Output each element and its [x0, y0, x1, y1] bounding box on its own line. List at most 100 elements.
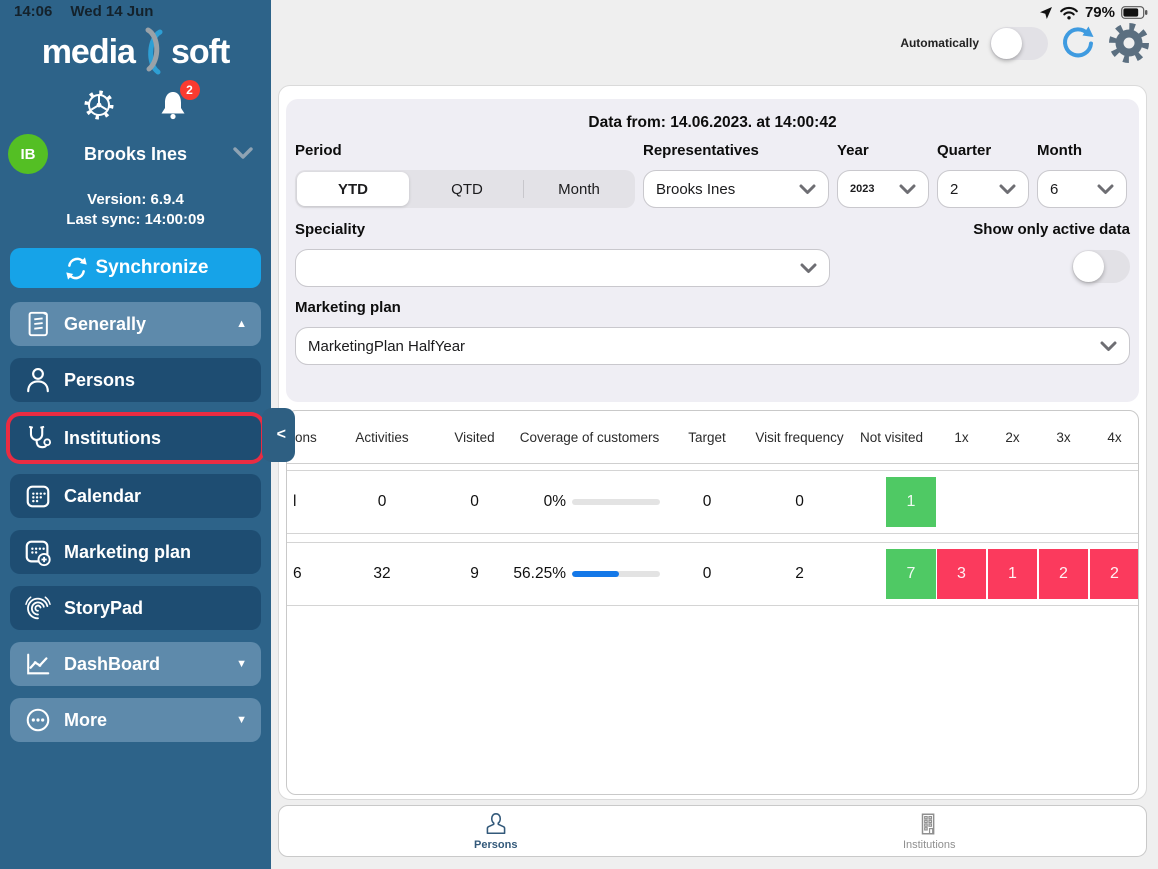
chevron-down-icon — [1100, 341, 1117, 351]
segment-qtd[interactable]: QTD — [451, 180, 483, 198]
segment-month[interactable]: Month — [523, 170, 635, 208]
table-header: ons Activities Visited Coverage of custo… — [287, 411, 1138, 464]
x1-badge: 3 — [937, 549, 986, 599]
cell-coverage: 56.25% — [513, 565, 662, 583]
top-controls: Automatically — [900, 22, 1150, 64]
bottom-tab-bar: Persons Institutions — [278, 805, 1147, 857]
app-version: Version: 6.9.4 — [87, 191, 184, 208]
results-table: ons Activities Visited Coverage of custo… — [286, 410, 1139, 795]
x3-badge: 2 — [1039, 549, 1088, 599]
sidebar-item-generally[interactable]: Generally ▲ — [10, 302, 261, 346]
speciality-select[interactable] — [295, 249, 830, 287]
sidebar-item-label: DashBoard — [64, 653, 161, 674]
table-row[interactable]: 6 32 9 56.25% 0 2 7 3 1 2 2 — [287, 542, 1138, 606]
sidebar-item-label: Generally — [64, 313, 147, 334]
sidebar-item-label: StoryPad — [64, 597, 144, 618]
content-panel: Data from: 14.06.2023. at 14:00:42 Perio… — [278, 85, 1147, 800]
show-only-active-toggle[interactable] — [1072, 250, 1130, 283]
coverage-percent: 0% — [543, 493, 566, 510]
marketing-plan-select[interactable]: MarketingPlan HalfYear — [295, 327, 1130, 365]
sidebar-item-storypad[interactable]: StoryPad — [10, 586, 261, 630]
coverage-progress-bar — [572, 571, 660, 577]
journal-icon — [22, 308, 54, 340]
tab-label: Persons — [474, 839, 518, 851]
user-name: Brooks Ines — [83, 143, 188, 164]
sidebar-item-label: Marketing plan — [64, 541, 192, 562]
cell-visit-frequency: 0 — [795, 493, 804, 510]
table-header-cell: 1x — [954, 429, 969, 445]
calendar-plus-icon — [22, 536, 54, 568]
sidebar-item-marketing-plan[interactable]: Marketing plan — [10, 530, 261, 574]
year-label: Year — [837, 142, 869, 159]
calendar-icon — [22, 480, 54, 512]
synchronize-button[interactable]: Synchronize — [10, 248, 261, 288]
table-header-cell: Coverage of customers — [519, 429, 660, 445]
tab-persons[interactable]: Persons — [279, 806, 713, 856]
marketing-plan-label: Marketing plan — [295, 299, 401, 316]
line-chart-icon — [22, 648, 54, 680]
sidebar-item-persons[interactable]: Persons — [10, 358, 261, 402]
table-header-cell: ons — [295, 429, 317, 445]
triangle-up-icon: ▲ — [236, 318, 247, 330]
speciality-label: Speciality — [295, 221, 366, 238]
sidebar-icon-row: 2 — [0, 80, 271, 122]
table-header-cell: Visit frequency — [755, 429, 844, 445]
sidebar-item-institutions[interactable]: Institutions — [10, 416, 261, 460]
table-row[interactable]: l 0 0 0% 0 0 1 — [287, 470, 1138, 534]
logo-mark-icon — [145, 27, 163, 75]
table-header-cell: 3x — [1056, 429, 1071, 445]
toggle-knob — [991, 27, 1022, 59]
sidebar-item-dashboard[interactable]: DashBoard ▼ — [10, 642, 261, 686]
x4-badge: 2 — [1090, 549, 1138, 599]
notifications-bell-icon[interactable]: 2 — [156, 80, 200, 122]
not-visited-badge: 7 — [886, 549, 936, 599]
cell-1x: 3 — [936, 549, 987, 599]
cell-2x: 1 — [987, 549, 1038, 599]
table-header-cell: Not visited — [859, 429, 924, 445]
cell-target: 0 — [702, 493, 712, 510]
period-label: Period — [295, 142, 342, 159]
cell-coverage: 0% — [517, 493, 662, 511]
settings-gear-icon[interactable] — [1108, 22, 1150, 64]
year-select[interactable]: 2023 — [837, 170, 929, 208]
sidebar-item-calendar[interactable]: Calendar — [10, 474, 261, 518]
automatically-toggle[interactable] — [990, 26, 1048, 60]
main-area: 79% Automatically Data from: 14.06.2023.… — [271, 0, 1158, 869]
table-header-cell: Activities — [355, 429, 409, 445]
sidebar: 14:06 Wed 14 Jun media soft 2 — [0, 0, 271, 869]
cell-not-visited: 1 — [847, 477, 936, 527]
segment-ytd[interactable]: YTD — [297, 172, 409, 206]
sidebar-item-more[interactable]: More ▼ — [10, 698, 261, 742]
wifi-icon — [1060, 6, 1078, 19]
table-header-cell: Target — [688, 429, 726, 445]
settings-gear-icon[interactable] — [82, 88, 116, 122]
battery-icon — [1121, 6, 1148, 19]
cell-target: 0 — [702, 565, 712, 582]
month-value: 6 — [1050, 180, 1059, 198]
status-bar-right: 79% — [1039, 4, 1148, 21]
representatives-value: Brooks Ines — [656, 180, 736, 198]
month-select[interactable]: 6 — [1037, 170, 1127, 208]
table-header-cell: Visited — [454, 429, 495, 445]
cell-3x: 2 — [1038, 549, 1089, 599]
quarter-select[interactable]: 2 — [937, 170, 1029, 208]
cell-not-visited: 7 — [847, 549, 936, 599]
status-time: 14:06 — [14, 3, 53, 20]
marketing-plan-value: MarketingPlan HalfYear — [308, 337, 466, 355]
sidebar-collapse-handle[interactable]: < — [262, 408, 295, 462]
ellipsis-icon — [22, 704, 54, 736]
coverage-percent: 56.25% — [513, 565, 566, 582]
logo-text-left: media — [41, 32, 136, 71]
stethoscope-icon — [22, 422, 54, 454]
refresh-icon[interactable] — [1059, 24, 1097, 62]
show-only-active-label: Show only active data — [973, 221, 1130, 238]
synchronize-label: Synchronize — [95, 257, 209, 278]
fingerprint-icon — [22, 592, 54, 624]
tab-institutions[interactable]: Institutions — [713, 806, 1147, 856]
user-row[interactable]: IB Brooks Ines — [0, 133, 271, 175]
building-icon — [922, 813, 935, 835]
representatives-label: Representatives — [643, 142, 759, 159]
toggle-knob — [1073, 251, 1104, 282]
person-icon — [486, 813, 506, 835]
representatives-select[interactable]: Brooks Ines — [643, 170, 829, 208]
